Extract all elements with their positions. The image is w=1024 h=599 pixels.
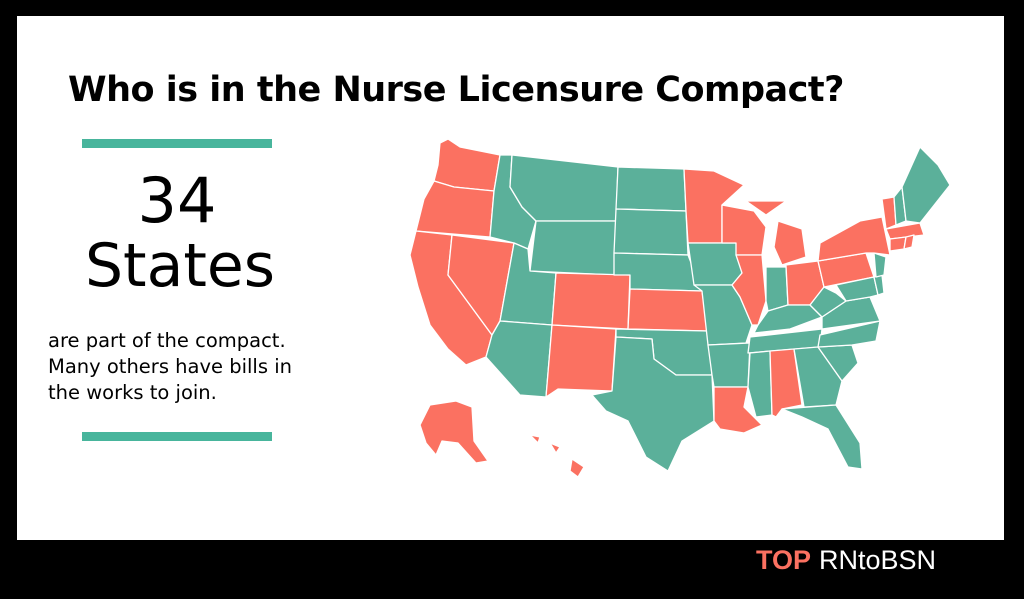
state-mississippi [747,350,773,418]
stat-description-line: Many others have bills in [48,355,292,378]
state-alaska [419,400,489,464]
state-arizona [485,320,553,398]
brand-logo-highlight: TOP [756,545,812,575]
state-new-york [817,216,891,262]
state-florida [781,404,863,470]
state-new-jersey [873,252,887,278]
state-washington [433,138,501,192]
state-north-carolina [817,320,881,348]
state-rhode-island [903,234,915,250]
state-maryland [835,276,879,302]
page-title: Who is in the Nurse Licensure Compact? [68,70,844,110]
state-michigan [745,200,807,266]
accent-rule-top [82,139,272,148]
stat-unit: States [84,231,276,301]
state-texas [591,336,715,472]
state-west-virginia [809,286,847,318]
state-colorado [551,272,631,330]
state-iowa [687,242,743,286]
state-illinois [731,254,767,326]
state-georgia [793,346,843,408]
state-wyoming [529,220,617,276]
stat-description-line: are part of the compact. [48,329,286,352]
brand-logo-text: RNtoBSN [819,545,937,575]
state-maine [901,146,950,224]
state-louisiana [713,386,763,434]
state-oregon [415,180,495,238]
state-indiana [765,266,789,312]
state-montana [509,154,619,222]
stat-count: 34 [137,164,217,237]
stat-description-line: the works to join. [48,381,217,404]
brand-logo: TOP RNtoBSN [756,545,936,575]
state-kansas [627,288,709,332]
stat-description: are part of the compact. Many others hav… [48,328,358,406]
state-kentucky [753,304,823,334]
us-compact-map [409,138,950,478]
state-south-dakota [613,208,689,256]
state-north-dakota [615,166,687,212]
state-new-mexico [545,324,617,398]
state-arkansas [707,342,751,388]
accent-rule-bottom [82,432,272,441]
state-hawaii [529,434,585,478]
